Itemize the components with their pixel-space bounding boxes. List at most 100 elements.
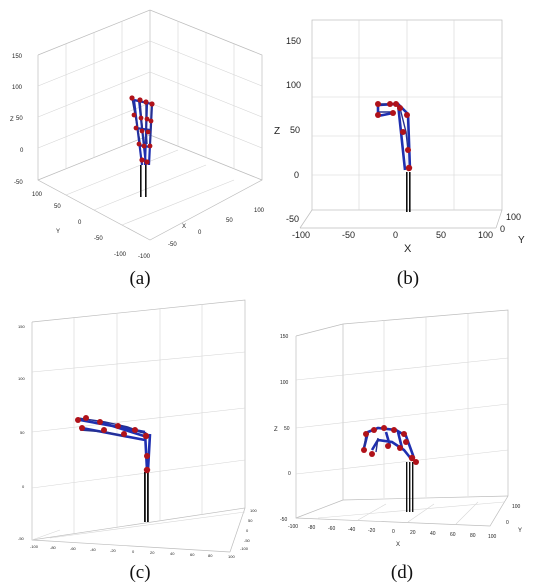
x-tick: -40 (348, 527, 355, 533)
y-tick: 50 (248, 518, 253, 523)
y-axis-label: Y (518, 235, 525, 246)
z-tick: 150 (286, 36, 301, 46)
x-tick: 40 (430, 531, 436, 537)
robot-hand-plot-a: 150 100 50 0 -50 Z 100 50 0 -50 -100 Y -… (10, 9, 265, 260)
y-axis-ticks-a: 100 50 0 -50 -100 Y (32, 192, 127, 258)
x-axis-label: X (396, 542, 400, 548)
x-tick: 60 (450, 532, 456, 538)
robot-hand-plot-b: 150 100 50 0 -50 Z -100 -50 0 50 100 X 1… (274, 19, 525, 255)
z-axis-ticks-b: 150 100 50 0 -50 Z (274, 36, 301, 224)
caption-d: (d) (390, 562, 414, 583)
y-tick: 100 (506, 212, 521, 222)
robot-hand-plot-d: 150 100 50 0 -50 Z -100 -80 -60 -40 -20 … (274, 309, 522, 548)
x-tick: -20 (110, 548, 117, 553)
y-tick: 0 (500, 224, 505, 234)
caption-c: (c) (129, 562, 151, 583)
z-tick: 0 (294, 170, 299, 180)
panel-a: 150 100 50 0 -50 Z 100 50 0 -50 -100 Y -… (0, 0, 268, 289)
z-tick: 50 (284, 426, 290, 432)
y-tick: 0 (78, 220, 82, 226)
x-tick: -60 (328, 526, 335, 532)
z-tick: -50 (14, 180, 23, 186)
x-tick: -100 (30, 544, 39, 549)
y-tick: -100 (240, 546, 249, 551)
x-tick: 100 (254, 208, 265, 214)
x-axis-label: X (182, 224, 186, 230)
axes-box-c (31, 299, 246, 553)
x-axis-ticks-a: -100 -50 0 50 100 X (138, 208, 265, 260)
x-tick: 0 (392, 529, 395, 535)
y-tick: -100 (114, 252, 127, 258)
z-tick: -50 (280, 517, 287, 523)
y-tick: 0 (506, 520, 509, 526)
panel-b: 150 100 50 0 -50 Z -100 -50 0 50 100 X 1… (268, 0, 535, 300)
y-axis-label: Y (518, 528, 522, 534)
x-tick: 50 (226, 218, 233, 224)
panel-c: 150 100 50 0 -50 -100 -80 -60 -40 -20 0 … (0, 299, 268, 588)
z-tick: 0 (20, 148, 24, 154)
x-tick: 80 (208, 553, 213, 558)
z-tick: 50 (16, 116, 23, 122)
z-axis-label: Z (10, 117, 14, 123)
y-axis-ticks-c: 100 50 0 -50 -100 (240, 508, 257, 551)
x-tick: -60 (70, 546, 77, 551)
z-axis-ticks-a: 150 100 50 0 -50 Z (10, 54, 24, 186)
caption-a: (a) (129, 268, 151, 289)
x-tick: 20 (410, 530, 416, 536)
z-tick: 100 (18, 376, 25, 381)
y-tick: 100 (32, 192, 43, 198)
z-tick: 100 (280, 380, 289, 386)
y-tick: 0 (246, 528, 249, 533)
robot-hand-a (129, 95, 155, 197)
x-tick: -40 (90, 547, 97, 552)
z-tick: -50 (18, 536, 25, 541)
x-tick: -20 (368, 528, 375, 534)
x-tick: -80 (308, 525, 315, 531)
x-tick: -100 (288, 524, 298, 530)
robot-hand-plot-c: 150 100 50 0 -50 -100 -80 -60 -40 -20 0 … (18, 299, 257, 559)
x-axis-ticks-b: -100 -50 0 50 100 X (292, 230, 493, 255)
y-axis-ticks-d: 100 0 Y (506, 504, 522, 534)
x-tick: 20 (150, 550, 155, 555)
z-axis-label: Z (274, 427, 278, 433)
x-tick: 40 (170, 551, 175, 556)
z-tick: 100 (12, 85, 23, 91)
robot-hand-b (375, 101, 413, 212)
y-tick: 100 (512, 504, 521, 510)
z-axis-ticks-d: 150 100 50 0 -50 Z (274, 334, 291, 523)
x-axis-ticks-c: -100 -80 -60 -40 -20 0 20 40 60 80 100 (30, 544, 235, 559)
axes-box-d (295, 309, 509, 527)
y-tick: -50 (94, 236, 103, 242)
x-tick: 0 (393, 230, 398, 240)
axes-box-a (37, 9, 263, 241)
robot-hand-c (75, 415, 152, 522)
x-tick: 50 (436, 230, 446, 240)
z-axis-label: Z (274, 126, 280, 137)
z-tick: 0 (288, 471, 291, 477)
x-tick: 0 (132, 549, 135, 554)
x-tick: 60 (190, 552, 195, 557)
caption-b: (b) (396, 268, 420, 289)
x-tick: 100 (228, 554, 235, 559)
z-tick: 50 (20, 430, 25, 435)
x-tick: 100 (488, 534, 497, 540)
x-tick: 0 (198, 230, 202, 236)
y-tick: -50 (244, 538, 251, 543)
y-axis-ticks-b: 100 0 Y (500, 212, 525, 246)
x-tick: -100 (292, 230, 310, 240)
x-tick: -50 (168, 242, 177, 248)
x-tick: -100 (138, 254, 151, 260)
z-tick: 150 (18, 324, 25, 329)
robot-hand-d (361, 425, 419, 512)
z-axis-ticks-c: 150 100 50 0 -50 (18, 324, 25, 541)
panel-d: 150 100 50 0 -50 Z -100 -80 -60 -40 -20 … (268, 300, 535, 588)
z-tick: 50 (290, 125, 300, 135)
x-tick: 100 (478, 230, 493, 240)
z-tick: 100 (286, 80, 301, 90)
x-axis-label: X (404, 243, 412, 255)
y-tick: 50 (54, 204, 61, 210)
x-tick: -80 (50, 545, 57, 550)
z-tick: 0 (22, 484, 25, 489)
x-tick: 80 (470, 533, 476, 539)
x-tick: -50 (342, 230, 355, 240)
